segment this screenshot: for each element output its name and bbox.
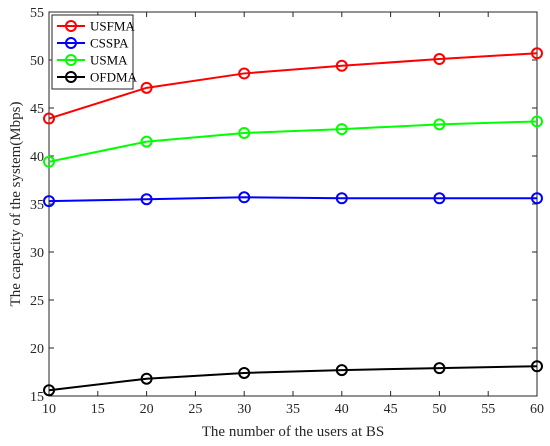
y-tick-label-0: 15 — [30, 390, 44, 405]
legend-marker-usma — [65, 54, 77, 66]
legend-entry-usfma: USFMA — [57, 19, 135, 34]
series-line-csspa — [48, 196, 537, 203]
legend-marker-usfma — [65, 20, 77, 32]
x-tick-label-9: 55 — [481, 402, 495, 417]
legend-entry-usma: USMA — [57, 53, 128, 68]
x-tick-label-0: 10 — [42, 402, 56, 417]
legend-label-usfma: USFMA — [90, 19, 135, 34]
legend-marker-csspa — [65, 37, 77, 49]
y-tick-label-1: 20 — [30, 342, 44, 357]
x-tick-label-4: 30 — [237, 402, 251, 417]
data-point-csspa-2 — [238, 191, 251, 204]
data-point-usma-5 — [531, 115, 543, 128]
data-point-ofdma-3 — [335, 364, 348, 377]
legend-entry-ofdma: OFDMA — [57, 70, 138, 85]
x-tick-label-7: 45 — [384, 402, 398, 417]
series-usfma — [43, 47, 543, 125]
y-tick-label-6: 45 — [30, 102, 44, 117]
data-point-ofdma-0 — [43, 384, 55, 397]
y-tick-label-7: 50 — [30, 54, 44, 69]
data-point-usfma-5 — [531, 47, 543, 60]
series-line-ofdma — [48, 365, 538, 392]
data-point-usfma-0 — [43, 112, 55, 125]
legend-label-csspa: CSSPA — [90, 36, 129, 51]
x-tick-label-5: 35 — [286, 402, 300, 417]
legend-entry-csspa: CSSPA — [57, 36, 129, 51]
data-point-usma-1 — [140, 135, 153, 148]
data-point-ofdma-2 — [238, 366, 251, 379]
legend-label-usma: USMA — [90, 53, 128, 68]
legend: USFMA CSSPA USMA OFDMA — [51, 14, 138, 90]
y-tick-label-4: 35 — [30, 198, 44, 213]
series-usma — [43, 115, 543, 168]
x-tick-label-1: 15 — [91, 402, 105, 417]
data-point-usfma-1 — [140, 81, 153, 94]
x-tick-label-6: 40 — [335, 402, 349, 417]
data-point-csspa-5 — [531, 192, 543, 205]
x-tick-label-3: 25 — [188, 402, 202, 417]
x-tick-label-2: 20 — [140, 402, 154, 417]
series-line-usma — [48, 120, 538, 163]
data-point-ofdma-5 — [531, 360, 543, 373]
data-point-usma-2 — [238, 126, 251, 139]
y-tick-label-8: 55 — [30, 6, 44, 21]
series-layer — [43, 47, 543, 397]
data-point-usma-0 — [43, 155, 55, 168]
data-point-csspa-1 — [140, 193, 153, 206]
series-csspa — [43, 191, 543, 208]
y-tick-label-3: 30 — [30, 246, 44, 261]
data-point-csspa-0 — [43, 195, 55, 208]
x-tick-label-8: 50 — [432, 402, 446, 417]
y-tick-label-2: 25 — [30, 294, 44, 309]
series-ofdma — [43, 360, 543, 397]
data-point-ofdma-4 — [433, 362, 446, 375]
x-axis-label: The number of the users at BS — [202, 424, 384, 440]
data-point-usma-3 — [335, 123, 348, 136]
data-point-usma-4 — [433, 118, 446, 131]
data-point-csspa-3 — [335, 192, 348, 205]
data-point-usfma-3 — [335, 59, 348, 72]
legend-marker-ofdma — [65, 71, 77, 83]
series-line-usfma — [48, 52, 538, 120]
data-point-usfma-4 — [433, 53, 446, 66]
y-axis-label: The capacity of the system(Mbps) — [8, 102, 24, 307]
y-tick-label-5: 40 — [30, 150, 44, 165]
data-point-csspa-4 — [433, 192, 446, 205]
data-point-usfma-2 — [238, 67, 251, 80]
legend-label-ofdma: OFDMA — [90, 70, 138, 85]
data-point-ofdma-1 — [140, 372, 153, 385]
x-tick-label-10: 60 — [530, 402, 544, 417]
